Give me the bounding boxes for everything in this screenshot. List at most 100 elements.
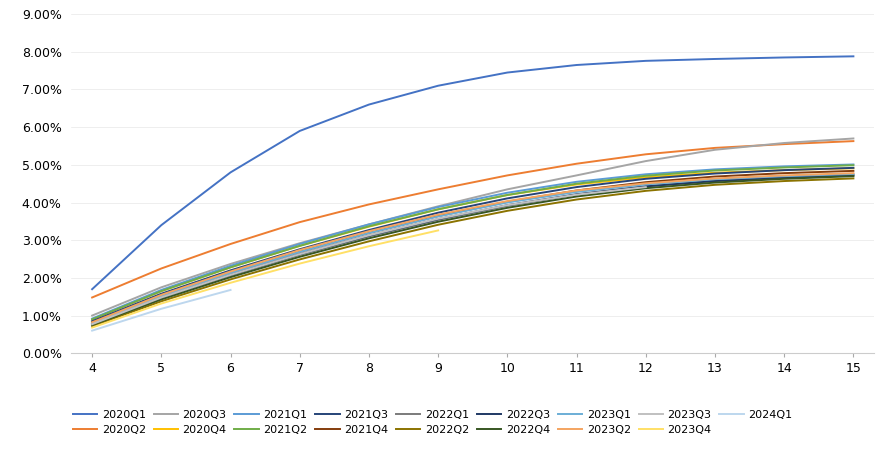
2022Q4	[710, 180, 721, 186]
2023Q1	[502, 200, 513, 205]
2023Q4	[87, 325, 97, 331]
2023Q3	[225, 272, 235, 278]
2020Q3	[640, 158, 651, 164]
Legend: 2020Q1, 2020Q2, 2020Q3, 2020Q4, 2021Q1, 2021Q2, 2021Q3, 2021Q4, 2022Q1, 2022Q2, : 2020Q1, 2020Q2, 2020Q3, 2020Q4, 2021Q1, …	[73, 410, 792, 435]
Line: 2021Q3: 2021Q3	[92, 168, 854, 321]
Line: 2022Q4: 2022Q4	[92, 176, 854, 325]
2021Q4	[364, 230, 375, 236]
2021Q1	[156, 287, 167, 293]
2023Q4	[364, 244, 375, 249]
2021Q1	[848, 162, 859, 167]
2020Q2	[364, 202, 375, 207]
2022Q2	[571, 197, 582, 203]
2020Q3	[710, 147, 721, 153]
2023Q4	[156, 300, 167, 306]
2021Q2	[87, 317, 97, 322]
2020Q1	[640, 58, 651, 64]
2021Q4	[225, 270, 235, 276]
2023Q1	[779, 173, 789, 179]
2022Q2	[87, 323, 97, 329]
2022Q3	[433, 216, 443, 222]
2022Q2	[156, 299, 167, 304]
2021Q1	[364, 221, 375, 227]
2023Q1	[225, 270, 235, 276]
2022Q3	[87, 321, 97, 327]
2022Q3	[364, 233, 375, 238]
2020Q2	[225, 241, 235, 247]
2022Q4	[364, 236, 375, 241]
2021Q3	[779, 167, 789, 173]
2020Q4	[571, 182, 582, 187]
2021Q2	[364, 223, 375, 229]
2021Q4	[848, 168, 859, 174]
2021Q1	[87, 316, 97, 321]
2022Q1	[848, 172, 859, 178]
2023Q2	[640, 180, 651, 186]
2022Q1	[156, 295, 167, 300]
2023Q2	[571, 187, 582, 193]
Line: 2022Q1: 2022Q1	[92, 175, 854, 324]
2020Q1	[502, 70, 513, 75]
Line: 2020Q4: 2020Q4	[92, 168, 854, 319]
2021Q1	[225, 263, 235, 268]
2021Q2	[710, 168, 721, 173]
2022Q3	[640, 184, 651, 189]
2023Q1	[364, 230, 375, 236]
2021Q1	[502, 190, 513, 195]
2023Q3	[294, 252, 305, 257]
2023Q4	[225, 280, 235, 285]
2020Q1	[571, 62, 582, 68]
2023Q3	[433, 216, 443, 221]
2020Q2	[87, 295, 97, 300]
2021Q3	[433, 210, 443, 216]
2022Q2	[710, 182, 721, 187]
2020Q1	[779, 55, 789, 60]
2020Q4	[87, 317, 97, 322]
2021Q3	[225, 268, 235, 273]
2022Q4	[225, 274, 235, 280]
2021Q3	[87, 318, 97, 324]
2023Q2	[848, 171, 859, 176]
Line: 2021Q4: 2021Q4	[92, 171, 854, 322]
2021Q2	[571, 181, 582, 187]
2022Q1	[502, 203, 513, 209]
2021Q2	[502, 192, 513, 198]
2021Q3	[502, 195, 513, 201]
2023Q3	[156, 295, 167, 300]
2023Q1	[571, 189, 582, 195]
2023Q2	[779, 172, 789, 178]
Line: 2023Q3: 2023Q3	[92, 187, 646, 324]
Line: 2021Q2: 2021Q2	[92, 165, 854, 319]
2023Q1	[848, 171, 859, 177]
2022Q3	[156, 295, 167, 300]
2020Q3	[225, 261, 235, 267]
2021Q4	[710, 174, 721, 179]
2020Q4	[225, 265, 235, 270]
2021Q2	[848, 162, 859, 168]
2022Q3	[848, 172, 859, 178]
2021Q4	[433, 213, 443, 219]
2023Q3	[502, 203, 513, 208]
2022Q2	[433, 222, 443, 227]
Line: 2023Q2: 2023Q2	[92, 173, 854, 322]
2022Q1	[433, 217, 443, 223]
2021Q2	[640, 173, 651, 179]
2022Q3	[571, 191, 582, 197]
2022Q1	[364, 234, 375, 239]
2020Q1	[848, 54, 859, 59]
Line: 2020Q2: 2020Q2	[92, 141, 854, 298]
2022Q4	[848, 173, 859, 179]
2021Q4	[156, 293, 167, 299]
2022Q2	[364, 238, 375, 244]
2020Q2	[502, 172, 513, 178]
2020Q2	[571, 161, 582, 167]
2023Q2	[294, 247, 305, 253]
2021Q4	[502, 199, 513, 204]
2020Q4	[502, 192, 513, 198]
2023Q1	[640, 182, 651, 187]
Line: 2023Q4: 2023Q4	[92, 230, 438, 328]
2021Q1	[779, 163, 789, 169]
2024Q1	[87, 328, 97, 333]
2020Q4	[640, 174, 651, 180]
2023Q3	[87, 321, 97, 327]
